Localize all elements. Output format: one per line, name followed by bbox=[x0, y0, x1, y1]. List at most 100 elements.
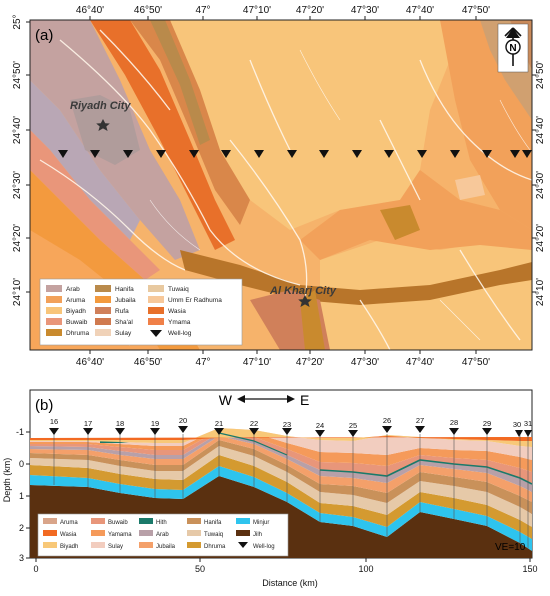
well-number: 24 bbox=[316, 421, 324, 430]
top-tick-label: 47° bbox=[195, 5, 210, 16]
section-well-marker-icon bbox=[178, 426, 188, 433]
arrow-left-icon bbox=[237, 395, 245, 403]
north-arrow-icon: N bbox=[497, 23, 529, 73]
well-log-marker-icon bbox=[58, 150, 68, 158]
well-number: 16 bbox=[50, 417, 58, 426]
section-legend-label: Wasia bbox=[60, 532, 77, 538]
bottom-tick-label: 47°10' bbox=[243, 357, 271, 368]
well-number: 20 bbox=[179, 416, 187, 425]
city-marker-riyadh-icon bbox=[96, 119, 110, 131]
y-tick-label: 1 bbox=[19, 491, 24, 501]
right-tick-label: 24°20' bbox=[535, 224, 546, 252]
right-tick-label: 24°40' bbox=[535, 116, 546, 144]
well-log-marker-icon bbox=[287, 150, 297, 158]
top-tick-label: 46°50' bbox=[134, 5, 162, 16]
section-x-axis: 0 50 100 150 Distance (km) bbox=[33, 558, 538, 588]
city-marker-alkharj-icon bbox=[298, 295, 312, 307]
top-tick-label: 47°30' bbox=[351, 5, 379, 16]
map-legend-label: Well-log bbox=[168, 330, 192, 337]
map-legend-label: Buwaib bbox=[66, 319, 88, 326]
x-tick-label: 50 bbox=[195, 564, 205, 574]
well-number: 22 bbox=[250, 419, 258, 428]
bottom-tick-label: 47°30' bbox=[351, 357, 379, 368]
section-well-marker-icon bbox=[150, 428, 160, 435]
map-legend-label: Arab bbox=[66, 286, 80, 293]
section-y-axis: -1 0 1 2 3 Depth (km) bbox=[2, 427, 30, 563]
well-number: 19 bbox=[151, 419, 159, 428]
west-label: W bbox=[219, 392, 233, 408]
section-legend-label: Well-log bbox=[253, 544, 275, 550]
panel-b-label: (b) bbox=[35, 397, 53, 414]
well-log-marker-icon bbox=[450, 150, 460, 158]
right-tick-label: 24°10' bbox=[535, 278, 546, 306]
well-log-marker-icon bbox=[510, 150, 520, 158]
y-tick-label: 2 bbox=[19, 523, 24, 533]
map-legend-label: Ymama bbox=[168, 319, 191, 326]
map-legend-label: Sha'al bbox=[115, 319, 133, 326]
east-label: E bbox=[300, 392, 309, 408]
y-tick-label: 3 bbox=[19, 553, 24, 563]
top-tick-label: 47°10' bbox=[243, 5, 271, 16]
well-log-marker-icon bbox=[90, 150, 100, 158]
section-well-marker-icon bbox=[249, 428, 259, 435]
bottom-tick-label: 46°40' bbox=[76, 357, 104, 368]
well-lines bbox=[53, 434, 529, 549]
right-tick-label: 24°50' bbox=[535, 61, 546, 89]
well-log-legend-icon bbox=[238, 542, 248, 548]
top-tick-label: 47°50' bbox=[462, 5, 490, 16]
section-legend-label: Jubaila bbox=[156, 544, 176, 550]
well-log-marker-icon bbox=[156, 150, 166, 158]
x-tick-label: 100 bbox=[358, 564, 373, 574]
left-tick-label: 24°20' bbox=[12, 224, 23, 252]
map-legend-label: Rufa bbox=[115, 308, 129, 315]
map-legend-label: Sulay bbox=[115, 330, 132, 337]
top-tick-label: 47°40' bbox=[406, 5, 434, 16]
city-label-alkharj: Al Kharj City bbox=[269, 285, 337, 297]
section-legend-label: Hith bbox=[156, 520, 167, 526]
well-log-marker-icon bbox=[352, 150, 362, 158]
section-well-marker-icon bbox=[515, 430, 523, 437]
well-log-marker-icon bbox=[522, 150, 532, 158]
section-legend: Aruma Wasia Biyadh Buwaib Yamama Sulay H… bbox=[37, 513, 289, 557]
section-legend-label: Yamama bbox=[108, 532, 132, 538]
left-tick-label: 24°40' bbox=[12, 116, 23, 144]
section-legend-label: Jilh bbox=[253, 532, 262, 538]
y-tick-label: -1 bbox=[16, 427, 24, 437]
bottom-tick-label: 46°50' bbox=[134, 357, 162, 368]
panel-a-label: (a) bbox=[35, 27, 53, 44]
well-log-marker-icon bbox=[189, 150, 199, 158]
section-well-marker-icon bbox=[282, 428, 292, 435]
well-number: 30 bbox=[513, 420, 521, 429]
section-legend-label: Minjur bbox=[253, 520, 269, 526]
map-legend-label: Dhruma bbox=[66, 330, 90, 337]
section-well-marker-icon bbox=[214, 428, 224, 435]
top-tick-label: 46°40' bbox=[76, 5, 104, 16]
well-number: 25 bbox=[349, 421, 357, 430]
cross-section-panel: (b) W E bbox=[2, 389, 538, 588]
section-legend-label: Buwaib bbox=[108, 520, 128, 526]
section-well-marker-icon bbox=[382, 426, 392, 433]
well-number: 27 bbox=[416, 416, 424, 425]
x-axis-label: Distance (km) bbox=[262, 578, 318, 588]
section-well-marker-icon bbox=[415, 426, 425, 433]
left-tick-label: 24°50' bbox=[12, 61, 23, 89]
vertical-exaggeration-label: VE=10 bbox=[495, 542, 526, 553]
arrow-right-icon bbox=[287, 395, 295, 403]
bottom-tick-label: 47°20' bbox=[296, 357, 324, 368]
bottom-tick-label: 47° bbox=[195, 357, 210, 368]
north-label: N bbox=[509, 43, 516, 54]
section-legend-label: Hanifa bbox=[204, 520, 222, 526]
section-well-marker-icon bbox=[524, 430, 532, 437]
map-legend-label: Aruma bbox=[66, 297, 86, 304]
section-legend-label: Tuwaiq bbox=[204, 532, 223, 538]
section-well-marker-icon bbox=[348, 430, 358, 437]
well-log-marker-icon bbox=[254, 150, 264, 158]
section-well-marker-icon bbox=[449, 428, 459, 435]
well-number: 21 bbox=[215, 419, 223, 428]
map-legend-label: Hanifa bbox=[115, 286, 134, 293]
map-legend-label: Wasia bbox=[168, 308, 186, 315]
map-legend-label: Umm Er Radhuma bbox=[168, 297, 222, 304]
section-well-marker-icon bbox=[83, 428, 93, 435]
bottom-tick-label: 47°40' bbox=[406, 357, 434, 368]
